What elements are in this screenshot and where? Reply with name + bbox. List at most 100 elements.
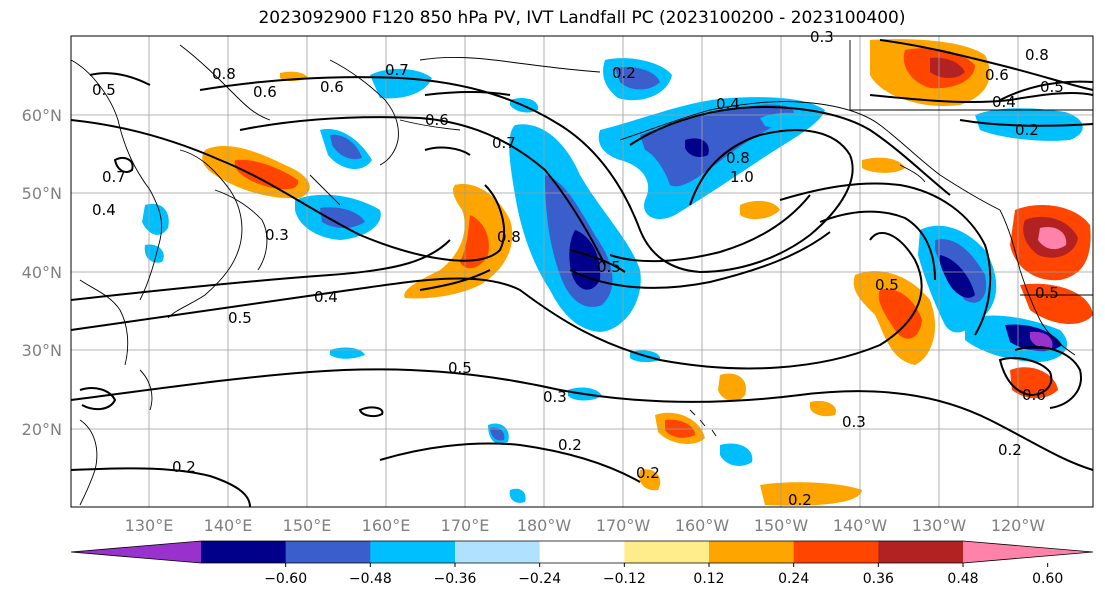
- colorbar-segment: [709, 541, 795, 563]
- lat-axis-labels: 60°N 50°N 40°N 30°N 20°N: [22, 106, 62, 439]
- colorbar-tick-label: 0.48: [947, 571, 978, 587]
- contour-label: 0.5: [1040, 78, 1064, 96]
- colorbar-extend-low: [71, 541, 201, 563]
- shading-neg-region: [640, 104, 794, 187]
- lon-tick-label: 150°E: [283, 516, 332, 535]
- shading-neg-region: [330, 134, 362, 160]
- contour-label: 0.3: [543, 388, 567, 406]
- contour-label: 0.5: [597, 258, 621, 276]
- colorbar-segment: [624, 541, 710, 563]
- contour-label: 0.7: [102, 168, 126, 186]
- contour-label: 0.4: [716, 95, 740, 113]
- contour-label: 0.8: [726, 149, 750, 167]
- lon-tick-label: 140°W: [833, 516, 888, 535]
- colorbar-tick-label: 0.12: [693, 571, 724, 587]
- contour-lines: [70, 39, 1094, 508]
- contour-label: 0.3: [842, 413, 866, 431]
- contour-label: 0.5: [448, 359, 472, 377]
- contour-label: 0.2: [558, 436, 582, 454]
- contour-label: 0.6: [1022, 386, 1046, 404]
- lat-tick-label: 60°N: [22, 106, 62, 125]
- lat-tick-label: 40°N: [22, 263, 62, 282]
- shading-neg-region: [939, 255, 975, 298]
- shading-neg-region: [490, 427, 505, 441]
- shading-pos-region: [740, 200, 780, 220]
- contour-label: 0.2: [172, 458, 196, 476]
- contour-label: 0.5: [1035, 284, 1059, 302]
- lon-tick-label: 180°W: [517, 516, 572, 535]
- lat-tick-label: 50°N: [22, 184, 62, 203]
- lon-tick-label: 160°W: [675, 516, 730, 535]
- contour-label-layer: 0.8 0.6 0.5 0.7 0.6 0.4 0.5 0.3 0.5 0.2 …: [92, 28, 1064, 509]
- shading-neg-region: [320, 207, 365, 228]
- shading-pos-region: [862, 157, 905, 173]
- shading-neg-region: [975, 108, 1083, 141]
- contour-label: 0.6: [320, 78, 344, 96]
- shading-pos-region: [460, 215, 489, 269]
- shading-neg-region: [685, 138, 709, 158]
- contour-label: 0.5: [228, 309, 252, 327]
- shading-pos-region: [639, 469, 661, 491]
- contour-label: 0.2: [612, 64, 636, 82]
- contour-label: 0.5: [875, 276, 899, 294]
- colorbar-tick-label: 0.36: [863, 571, 894, 587]
- chart-title: 2023092900 F120 850 hPa PV, IVT Landfall…: [258, 8, 906, 28]
- shading-pos-region: [878, 288, 922, 339]
- contour-label: 0.2: [636, 464, 660, 482]
- shading-pos-region: [760, 482, 862, 506]
- shading-neg-region: [144, 244, 164, 263]
- shading-neg-region: [615, 67, 660, 90]
- colorbar-segment: [201, 541, 287, 563]
- colorbar-tick-label: −0.60: [264, 571, 307, 587]
- lon-tick-label: 130°E: [125, 516, 174, 535]
- contour-label: 0.7: [385, 61, 409, 79]
- shading-pos-region: [404, 184, 513, 299]
- colorbar-extend-high: [963, 541, 1093, 563]
- colorbar-tick-label: 0.60: [1032, 571, 1063, 587]
- lon-axis-labels: 130°E 140°E 150°E 160°E 170°E 180°W 170°…: [125, 516, 1046, 535]
- contour-label: 0.4: [314, 288, 338, 306]
- shading-pos-region: [810, 400, 836, 417]
- lat-tick-label: 30°N: [22, 341, 62, 360]
- contour-label: 0.2: [998, 441, 1022, 459]
- contour-label: 0.4: [992, 93, 1016, 111]
- lon-tick-label: 170°W: [596, 516, 651, 535]
- colorbar-segment: [455, 541, 541, 563]
- colorbar-tick-label: −0.24: [518, 571, 561, 587]
- lon-tick-label: 160°E: [362, 516, 411, 535]
- shading-neg-region: [370, 68, 432, 99]
- colorbar-segment: [285, 541, 371, 563]
- contour-label: 0.8: [212, 65, 236, 83]
- lon-tick-label: 140°E: [204, 516, 253, 535]
- shading-pos-region: [718, 373, 746, 402]
- contour-label: 0.6: [253, 83, 277, 101]
- contour-label: 0.6: [425, 111, 449, 129]
- lat-tick-label: 20°N: [22, 420, 62, 439]
- contour-label: 0.8: [497, 228, 521, 246]
- colorbar-tick-label: −0.48: [349, 571, 392, 587]
- contour-label: 0.5: [92, 81, 116, 99]
- colorbar: −0.60 −0.48 −0.36 −0.24 −0.12 0.12 0.24 0.36 0.4…: [70, 540, 1094, 587]
- colorbar-tick-label: 0.24: [778, 571, 809, 587]
- shading-neg-region: [720, 443, 753, 466]
- shading-pos-region: [234, 159, 299, 190]
- shading-pos-region: [1038, 226, 1067, 250]
- shading-neg-region: [1030, 331, 1053, 349]
- contour-label: 0.3: [265, 226, 289, 244]
- colorbar-segment: [878, 541, 964, 563]
- lon-tick-label: 170°E: [441, 516, 490, 535]
- colorbar-tick-label: −0.12: [603, 571, 646, 587]
- coastlines: [70, 40, 1093, 506]
- colorbar-tick-label: −0.36: [434, 571, 477, 587]
- contour-label: 0.8: [1025, 46, 1049, 64]
- shading-neg-region: [760, 112, 810, 128]
- colorbar-segment: [370, 541, 456, 563]
- contour-label: 0.2: [788, 491, 812, 509]
- contour-label: 1.0: [730, 168, 754, 186]
- contour-label: 0.4: [92, 201, 116, 219]
- shading-neg-region: [569, 230, 601, 290]
- colorbar-segment: [793, 541, 879, 563]
- contour-label: 0.3: [810, 28, 834, 46]
- colorbar-outline: [70, 540, 1094, 564]
